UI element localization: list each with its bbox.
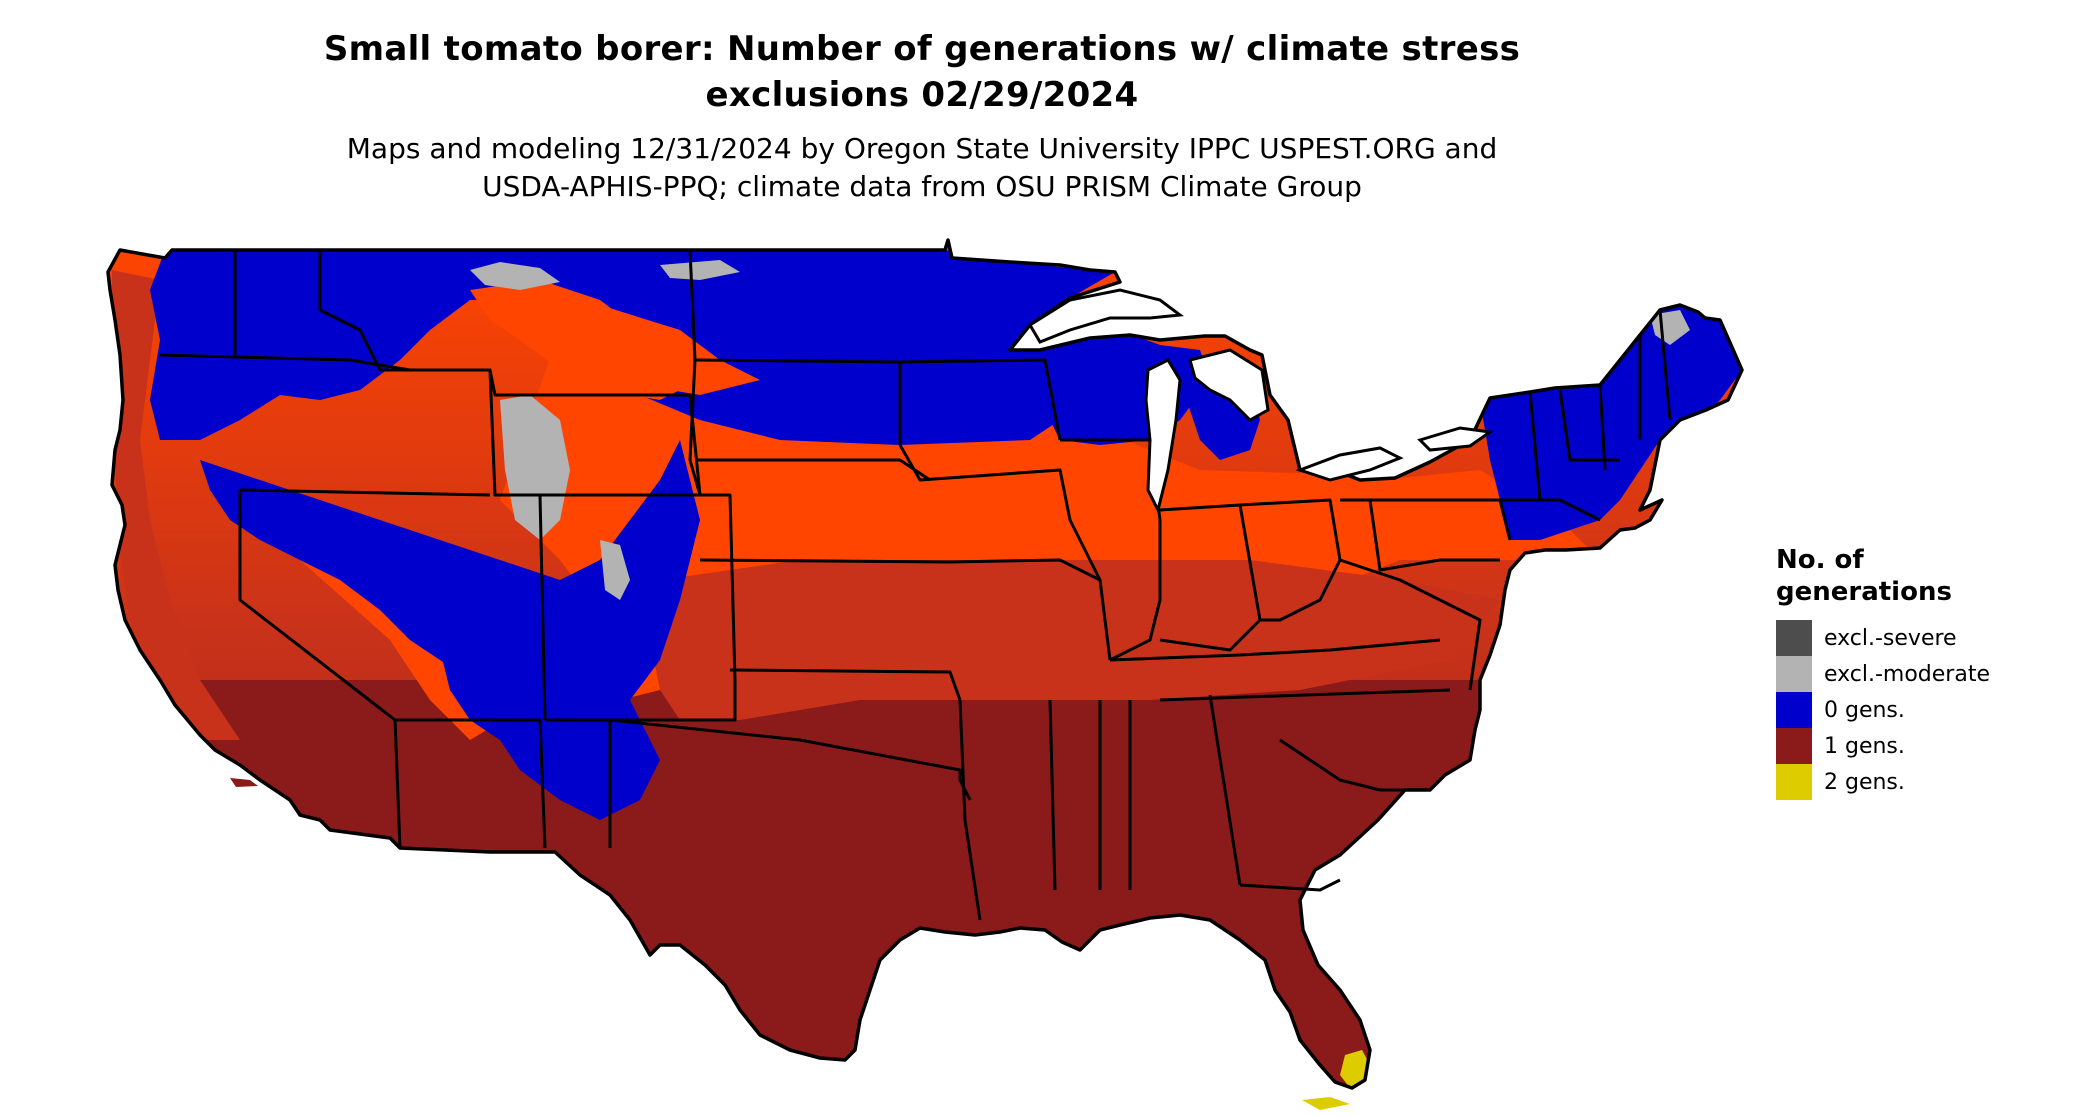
map-fill-layers — [108, 240, 1742, 1088]
map-subtitle: Maps and modeling 12/31/2024 by Oregon S… — [0, 130, 1844, 206]
region-2-gens-florida — [1340, 1050, 1370, 1088]
legend-item: 1 gens. — [1776, 728, 2076, 764]
legend-label: excl.-severe — [1824, 625, 1957, 651]
map-title: Small tomato borer: Number of generation… — [0, 26, 1844, 118]
legend-item: 0 gens. — [1776, 692, 2076, 728]
lake-huron — [1188, 348, 1270, 422]
legend-swatch — [1776, 692, 1812, 728]
region-1-gen-mid — [640, 560, 1500, 720]
offshore-islands — [230, 778, 1350, 1110]
region-0-gens-northeast — [1480, 305, 1742, 540]
legend-swatch — [1776, 728, 1812, 764]
legend-item: excl.-severe — [1776, 620, 2076, 656]
legend-item: excl.-moderate — [1776, 656, 2076, 692]
state-boundaries — [106, 238, 1744, 1090]
legend-swatch — [1776, 656, 1812, 692]
legend-label: 1 gens. — [1824, 733, 1905, 759]
legend-items: excl.-severe excl.-moderate 0 gens. 1 gens.… — [1776, 620, 2076, 800]
great-lakes — [1027, 288, 1495, 515]
legend-label: 2 gens. — [1824, 769, 1905, 795]
lake-erie — [1295, 446, 1404, 482]
legend-swatch — [1776, 764, 1812, 800]
lake-michigan — [1144, 358, 1182, 515]
region-0-gens-rockies — [440, 600, 660, 820]
legend-title: No. of generations — [1776, 544, 2076, 608]
legend-item: 2 gens. — [1776, 764, 2076, 800]
lake-superior — [1027, 288, 1184, 344]
region-1-gen-dakotas-pocket — [530, 305, 760, 395]
lake-ontario — [1417, 426, 1495, 452]
map-subtitle-line1: Maps and modeling 12/31/2024 by Oregon S… — [346, 132, 1498, 165]
map-subtitle-line2: USDA-APHIS-PPQ; climate data from OSU PR… — [482, 170, 1362, 203]
legend-label: excl.-moderate — [1824, 661, 1990, 687]
legend-title-line2: generations — [1776, 577, 1952, 607]
map-legend: No. of generations excl.-severe excl.-mod… — [1776, 544, 2076, 800]
map-title-line1: Small tomato borer: Number of generation… — [323, 29, 1521, 69]
region-1-gen-light-west-coast — [112, 270, 240, 740]
legend-label: 0 gens. — [1824, 697, 1905, 723]
region-1-gen-dark — [108, 680, 1742, 1088]
legend-title-line1: No. of — [1776, 545, 1864, 575]
map-title-line2: exclusions 02/29/2024 — [705, 75, 1139, 115]
legend-swatch — [1776, 620, 1812, 656]
